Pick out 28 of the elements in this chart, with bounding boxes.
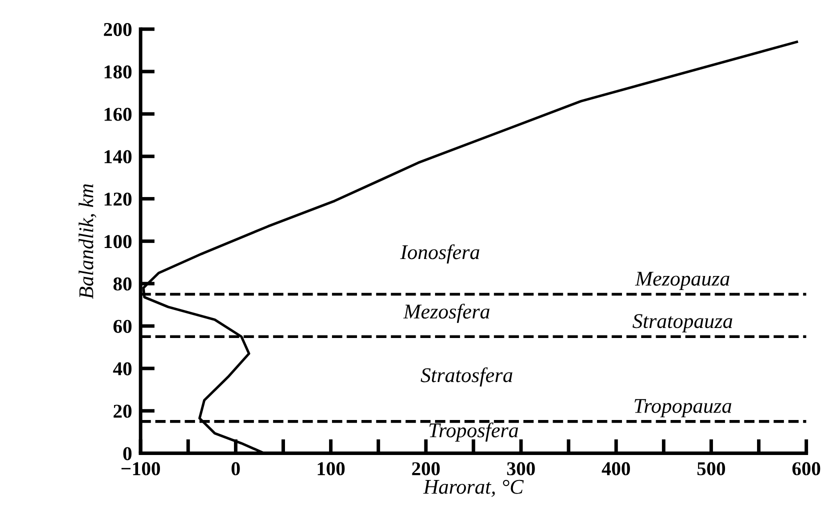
y-tick-label: 140 <box>104 150 132 164</box>
x-tick-label: 500 <box>697 462 726 476</box>
x-tick-label: −100 <box>121 462 160 476</box>
y-tick-label: 60 <box>113 320 132 333</box>
y-tick-label: 20 <box>114 404 132 418</box>
annotation: Troposfera <box>429 422 518 442</box>
x-tick-label: 300 <box>507 462 535 476</box>
y-tick-label: 100 <box>104 235 132 248</box>
ref-line-label: Tropopauza <box>634 399 732 418</box>
y-tick-label: 40 <box>113 362 132 376</box>
y-tick-label: 180 <box>104 65 132 78</box>
annotation: Stratosfera <box>420 367 512 386</box>
y-axis-title: Balandlik, km <box>78 184 96 299</box>
ref-line-label: Stratopauza <box>632 314 732 332</box>
annotation: Ionosfera <box>400 244 480 264</box>
y-tick-label: 160 <box>104 108 132 121</box>
ref-line-label: Mezopauza <box>634 272 730 290</box>
x-tick-label: 600 <box>792 462 820 476</box>
y-tick-label: 80 <box>113 277 132 291</box>
x-tick-label: 200 <box>412 462 440 476</box>
y-tick-label: 0 <box>123 447 132 460</box>
x-tick-label: 400 <box>602 462 630 476</box>
y-tick-label: 120 <box>104 192 132 206</box>
x-axis-title: Harorat, °C <box>423 480 524 497</box>
annotation: Mezosfera <box>403 304 490 323</box>
x-tick-label: 0 <box>232 462 240 476</box>
y-tick-label: 200 <box>104 22 132 36</box>
x-tick-label: 100 <box>318 462 345 476</box>
